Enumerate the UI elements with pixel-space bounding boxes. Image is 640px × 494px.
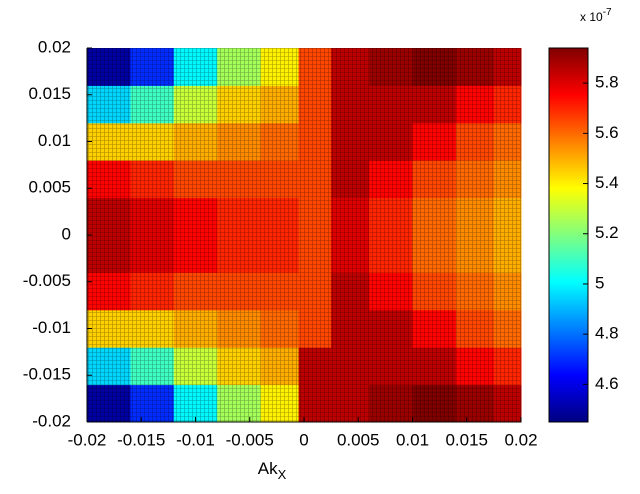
x-tick-label: 0.005 (337, 430, 380, 449)
x-label-sub: X (278, 467, 287, 482)
colorbar-tick-label: 5.6 (595, 123, 619, 142)
x-tick-label: 0 (299, 430, 308, 449)
colorbar-tick-label: 5.4 (595, 173, 619, 192)
y-tick-label: 0.005 (28, 178, 71, 197)
x-tick-label: 0.01 (396, 430, 429, 449)
colorbar-tick-label: 5 (595, 273, 604, 292)
x-tick-label: -0.01 (176, 430, 215, 449)
x-tick-label: -0.02 (68, 430, 107, 449)
colorbar-tick-label: 4.6 (595, 374, 619, 393)
y-tick-label: -0.01 (32, 318, 71, 337)
x-tick-label: 0.02 (504, 430, 537, 449)
y-tick-label: -0.005 (23, 271, 71, 290)
colorbar-tick-label: 4.8 (595, 324, 619, 343)
x-axis-label: AkX (258, 459, 287, 482)
colorbar-tick-label: 5.2 (595, 223, 619, 242)
y-tick-label: -0.015 (23, 365, 71, 384)
exp-base: x 10 (580, 10, 603, 24)
exp-power: -7 (603, 7, 612, 18)
y-tick-label: 0.02 (38, 37, 71, 56)
x-tick-label: -0.005 (226, 430, 274, 449)
x-label-main: Ak (258, 459, 278, 478)
y-tick-label: -0.02 (32, 411, 71, 430)
mesh-overlay (87, 48, 521, 422)
y-tick-label: 0 (62, 224, 71, 243)
colorbar (548, 47, 589, 423)
y-tick-label: 0.015 (28, 84, 71, 103)
colorbar-exponent: x 10-7 (580, 7, 612, 25)
x-tick-label: 0.015 (445, 430, 488, 449)
colorbar-tick-label: 5.8 (595, 73, 619, 92)
x-tick-label: -0.015 (117, 430, 165, 449)
y-tick-label: 0.01 (38, 131, 71, 150)
